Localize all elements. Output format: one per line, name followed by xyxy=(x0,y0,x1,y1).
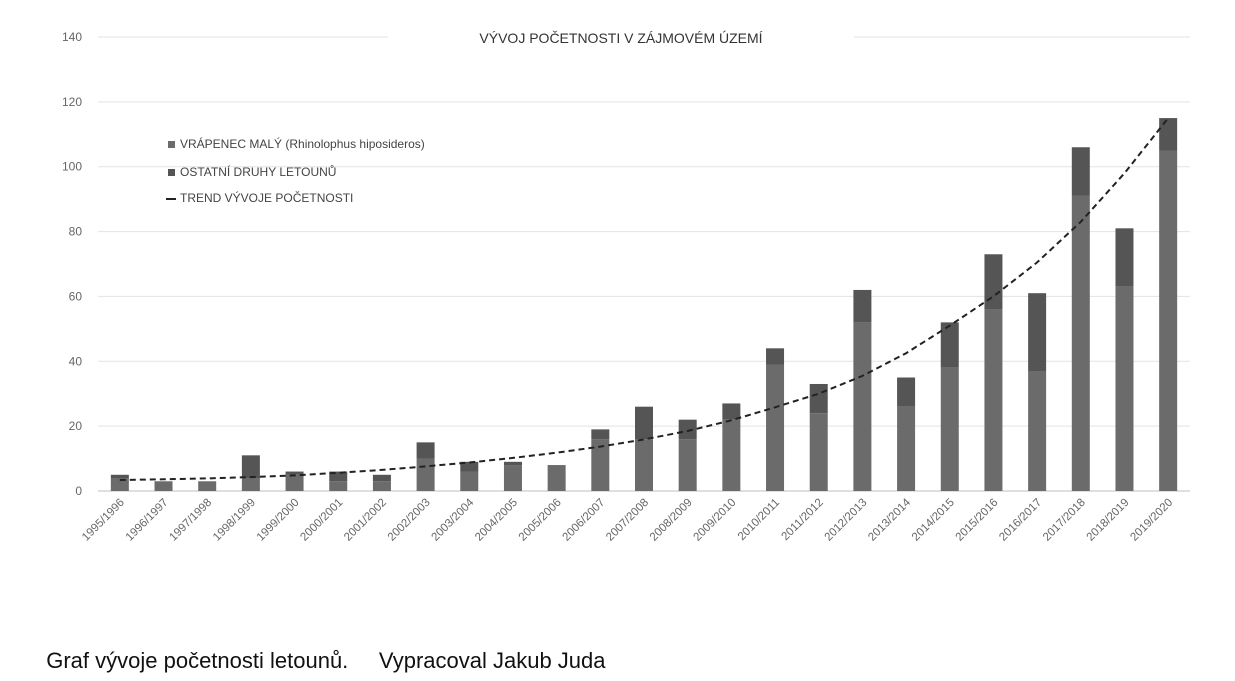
y-tick-label: 100 xyxy=(62,160,82,174)
x-tick-label: 2015/2016 xyxy=(954,497,1001,544)
bar-segment-ostatni xyxy=(722,403,741,420)
bar-segment-ostatni xyxy=(285,471,304,475)
legend: VRÁPENEC MALÝ (Rhinolophus hiposideros) O… xyxy=(166,136,425,205)
x-tick-label: 2012/2013 xyxy=(823,497,870,544)
bar-segment-ostatni xyxy=(635,406,653,440)
legend-label: VRÁPENEC MALÝ (Rhinolophus hiposideros) xyxy=(180,136,425,151)
caption-text: Graf vývoje početnosti letounů. xyxy=(46,648,349,673)
bar-segment-vrapenec xyxy=(853,322,872,491)
bars xyxy=(110,118,1178,491)
bar-segment-vrapenec xyxy=(285,474,304,491)
x-tick-label: 2000/2001 xyxy=(298,497,345,544)
bar-segment-vrapenec xyxy=(678,439,697,491)
x-tick-label: 2005/2006 xyxy=(517,497,564,544)
x-tick-label: 1997/1998 xyxy=(167,497,214,544)
bar-segment-vrapenec xyxy=(241,478,260,491)
bar-segment-vrapenec xyxy=(591,439,610,491)
bar-segment-vrapenec xyxy=(897,406,916,491)
y-tick-label: 140 xyxy=(62,30,82,44)
y-axis-ticks: 0 20 40 60 80 100 120 140 xyxy=(62,30,82,498)
x-tick-label: 1999/2000 xyxy=(255,497,302,544)
x-tick-label: 2011/2012 xyxy=(780,497,826,543)
bar-segment-vrapenec xyxy=(460,471,479,491)
y-tick-label: 80 xyxy=(69,225,83,239)
bar-segment-vrapenec xyxy=(198,481,217,491)
bar-segment-vrapenec xyxy=(1028,371,1047,491)
y-tick-label: 20 xyxy=(69,419,83,433)
bar-segment-vrapenec xyxy=(635,439,653,491)
bar-segment-ostatni xyxy=(1159,118,1178,151)
bar-segment-vrapenec xyxy=(809,413,828,491)
bar-segment-ostatni xyxy=(329,471,348,482)
x-tick-label: 1996/1997 xyxy=(124,497,171,544)
x-tick-label: 2019/2020 xyxy=(1128,497,1175,544)
bar-segment-vrapenec xyxy=(1115,286,1134,491)
x-tick-label: 2007/2008 xyxy=(604,497,651,544)
bar-segment-vrapenec xyxy=(503,465,522,491)
chart-title: VÝVOJ POČETNOSTI V ZÁJMOVÉM ÚZEMÍ xyxy=(479,30,762,46)
bar-segment-ostatni xyxy=(984,254,1003,310)
x-tick-label: 2006/2007 xyxy=(561,497,608,544)
bar-segment-vrapenec xyxy=(372,481,391,491)
x-tick-label: 2009/2010 xyxy=(692,497,739,544)
bar-segment-ostatni xyxy=(1115,228,1134,287)
bar-segment-vrapenec xyxy=(1071,195,1090,491)
title-background xyxy=(388,26,854,48)
bar-segment-vrapenec xyxy=(984,309,1003,491)
figure-caption: Graf vývoje početnosti letounů. Vypracov… xyxy=(34,622,606,674)
x-tick-label: 1998/1999 xyxy=(211,497,258,544)
y-tick-label: 0 xyxy=(75,484,82,498)
legend-swatch xyxy=(168,141,175,148)
bar-segment-vrapenec xyxy=(329,481,348,491)
bar-segment-vrapenec xyxy=(766,364,785,491)
caption-author: Vypracoval Jakub Juda xyxy=(378,648,606,673)
bar-segment-vrapenec xyxy=(416,458,435,491)
x-tick-label: 2018/2019 xyxy=(1085,497,1132,544)
x-tick-label: 2008/2009 xyxy=(648,497,695,544)
x-tick-label: 2010/2011 xyxy=(736,497,782,543)
bar-segment-ostatni xyxy=(591,429,610,440)
bar-segment-ostatni xyxy=(853,289,872,323)
x-tick-label: 2014/2015 xyxy=(910,497,957,544)
bar-segment-vrapenec xyxy=(940,367,959,491)
y-tick-label: 120 xyxy=(62,95,82,109)
bar-segment-ostatni xyxy=(372,474,391,482)
x-tick-label: 2003/2004 xyxy=(429,496,476,543)
bar-segment-ostatni xyxy=(416,442,435,459)
bar-segment-ostatni xyxy=(809,383,828,414)
legend-swatch xyxy=(168,169,175,176)
x-tick-label: 2004/2005 xyxy=(473,497,520,544)
bar-segment-ostatni xyxy=(460,461,479,472)
bar-segment-ostatni xyxy=(503,461,522,466)
grid-lines xyxy=(98,36,1190,492)
bar-segment-vrapenec xyxy=(154,481,173,491)
bar-segment-ostatni xyxy=(1028,293,1047,372)
x-tick-label: 1995/1996 xyxy=(80,497,127,544)
legend-label: OSTATNÍ DRUHY LETOUNŮ xyxy=(180,164,336,179)
bar-segment-vrapenec xyxy=(1159,150,1178,491)
bar-segment-vrapenec xyxy=(722,419,741,491)
bar-segment-ostatni xyxy=(241,455,260,479)
bar-segment-vrapenec xyxy=(110,478,129,491)
x-tick-label: 2002/2003 xyxy=(386,497,433,544)
bar-segment-ostatni xyxy=(678,419,697,440)
bar-segment-ostatni xyxy=(940,322,959,368)
y-tick-label: 60 xyxy=(69,289,83,303)
x-tick-label: 2017/2018 xyxy=(1041,497,1088,544)
x-tick-label: 2016/2017 xyxy=(997,497,1044,544)
x-tick-label: 2013/2014 xyxy=(866,496,913,543)
bar-segment-ostatni xyxy=(1071,147,1090,196)
bar-segment-vrapenec xyxy=(547,465,566,491)
y-tick-label: 40 xyxy=(69,354,83,368)
bar-segment-ostatni xyxy=(897,377,916,407)
x-tick-label: 2001/2002 xyxy=(342,497,389,544)
bar-segment-ostatni xyxy=(766,348,785,365)
x-axis-ticks: 1995/19961996/19971997/19981998/19991999… xyxy=(80,496,1175,543)
bar-segment-ostatni xyxy=(110,474,129,479)
trend-line xyxy=(119,117,1169,481)
trend-line-group xyxy=(119,117,1169,481)
legend-label: TREND VÝVOJE POČETNOSTI xyxy=(180,190,353,205)
